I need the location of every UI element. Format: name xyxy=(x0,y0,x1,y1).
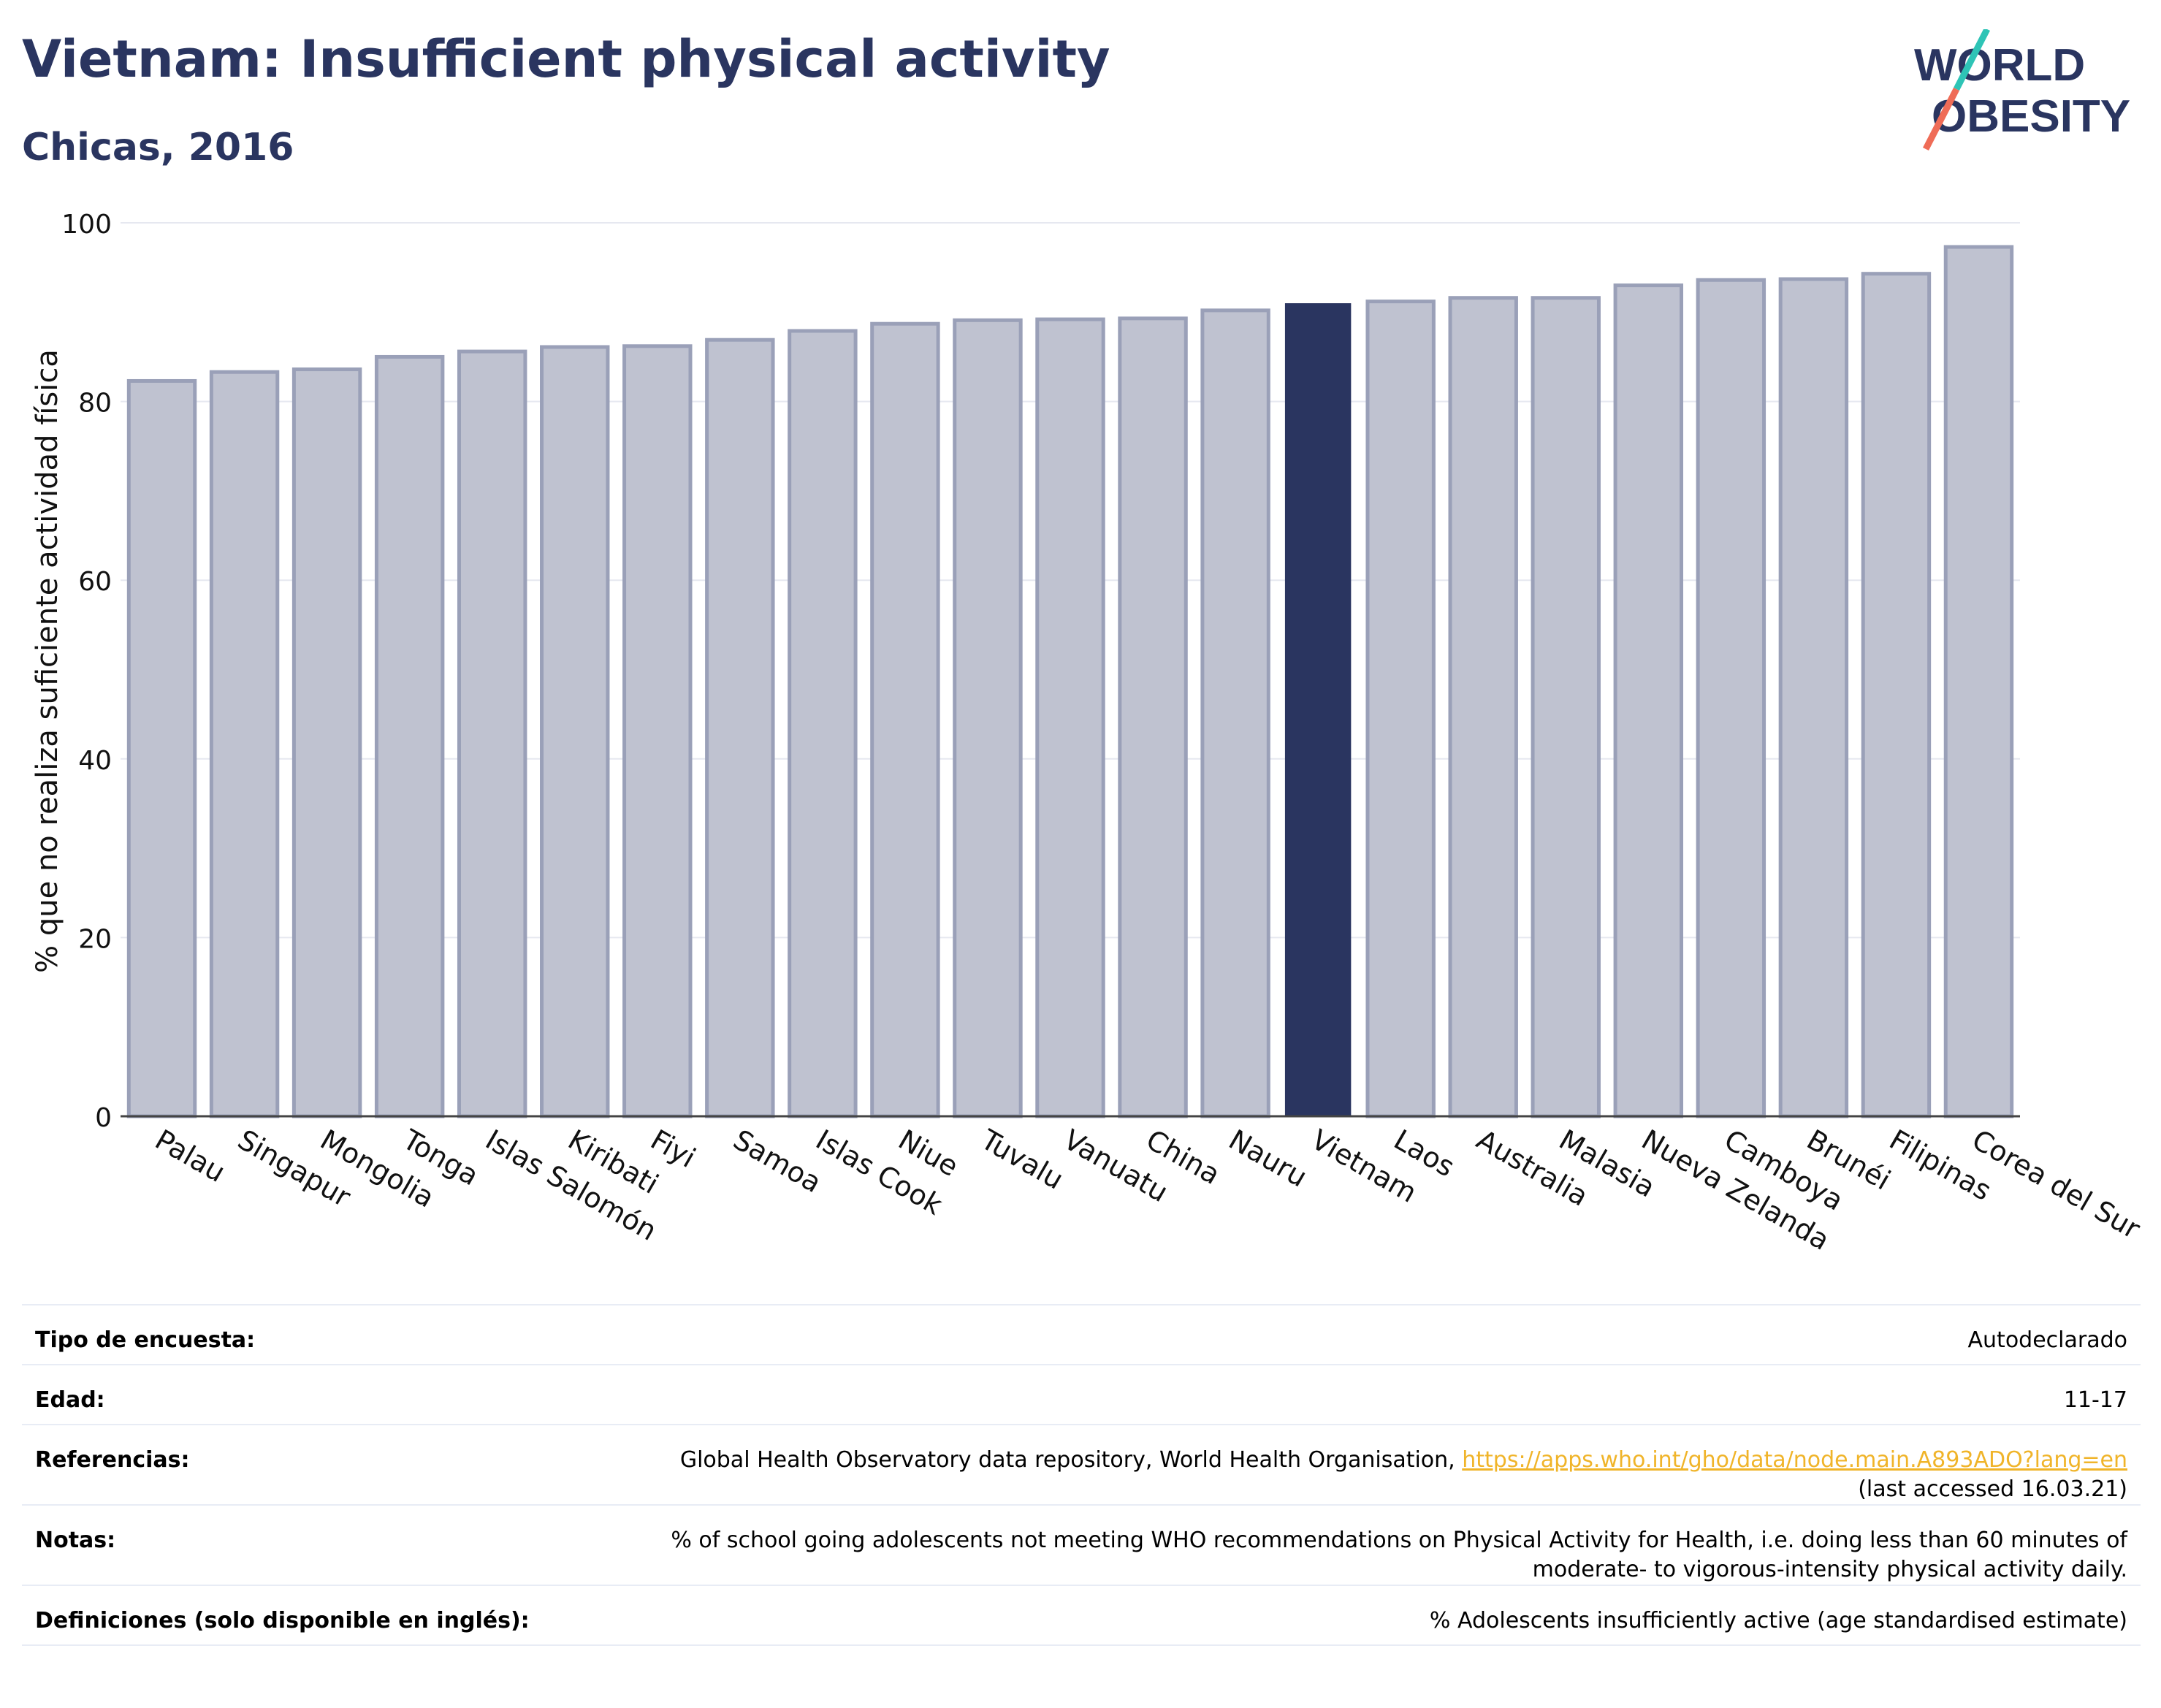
logo-slash-red xyxy=(1922,87,1960,151)
bars xyxy=(126,245,2014,1118)
bar-china xyxy=(1118,316,1188,1118)
bar-singapur xyxy=(209,370,280,1118)
y-tick-label: 60 xyxy=(78,567,112,597)
info-row-definitions: Definiciones (solo disponible en inglés)… xyxy=(22,1585,2141,1646)
bar-laos xyxy=(1365,300,1436,1118)
notes-line-2: moderate- to vigorous-intensity physical… xyxy=(1532,1557,2127,1582)
bar-nauru xyxy=(1200,308,1270,1118)
bar-fiyi xyxy=(622,344,693,1118)
world-obesity-logo: WORLD OBESITY xyxy=(1914,29,2130,151)
info-row-survey: Tipo de encuesta: Autodeclarado xyxy=(22,1304,2141,1365)
bar-malasia xyxy=(1531,296,1601,1118)
y-tick-label: 0 xyxy=(95,1103,112,1133)
y-tick-label: 100 xyxy=(61,210,112,240)
bar-chart: 0 20 40 60 80 100 Palau SingapurMongoliaTongaI… xyxy=(31,210,2146,1257)
bar-kiribati xyxy=(540,345,610,1118)
references-accessed: (last accessed 16.03.21) xyxy=(1858,1476,2127,1502)
y-axis-label: % que no realiza suficiente actividad fí… xyxy=(31,349,64,973)
bar-brun-i xyxy=(1778,277,1849,1118)
bar-islas-cook xyxy=(788,329,858,1118)
y-tick-label: 80 xyxy=(78,389,112,419)
bar-niue xyxy=(870,321,940,1118)
age-label: Edad: xyxy=(22,1364,546,1425)
info-table: Tipo de encuesta: Autodeclarado Edad: 11… xyxy=(22,1304,2141,1646)
bar-tonga xyxy=(374,354,445,1118)
age-value: 11-17 xyxy=(546,1364,2141,1425)
bar-mongolia xyxy=(291,367,362,1118)
survey-type-label: Tipo de encuesta: xyxy=(22,1304,546,1365)
info-row-age: Edad: 11-17 xyxy=(22,1364,2141,1425)
bar-corea-del-sur xyxy=(1943,245,2014,1118)
survey-type-value: Autodeclarado xyxy=(546,1304,2141,1365)
references-text: Global Health Observatory data repositor… xyxy=(679,1447,1455,1473)
info-row-notes: Notas: % of school going adolescents not… xyxy=(22,1504,2141,1585)
page-title: Vietnam: Insufficient physical activity xyxy=(22,29,1110,89)
bar-palau xyxy=(126,378,197,1118)
notes-value: % of school going adolescents not meetin… xyxy=(546,1504,2141,1585)
references-link[interactable]: https://apps.who.int/gho/data/node.main.… xyxy=(1462,1447,2127,1473)
definitions-label: Definiciones (solo disponible en inglés)… xyxy=(22,1585,546,1646)
bar-tuvalu xyxy=(953,318,1023,1118)
bar-vietnam xyxy=(1284,303,1352,1116)
bar-vanuatu xyxy=(1035,317,1105,1118)
references-value: Global Health Observatory data repositor… xyxy=(546,1424,2141,1505)
page-subtitle: Chicas, 2016 xyxy=(22,126,294,169)
x-tick-label: Nauru xyxy=(1224,1124,1313,1194)
bar-filipinas xyxy=(1861,272,1932,1118)
logo-text-obesity: OBESITY xyxy=(1932,91,2130,142)
y-tick-labels: 0 20 40 60 80 100 xyxy=(61,210,112,1133)
x-tick-label: Samoa xyxy=(728,1124,826,1200)
info-row-references: Referencias: Global Health Observatory d… xyxy=(22,1424,2141,1505)
logo-text-world: WORLD xyxy=(1914,40,2085,91)
y-tick-label: 40 xyxy=(78,746,112,776)
bar-nueva-zelanda xyxy=(1613,283,1684,1118)
bar-camboya xyxy=(1696,278,1766,1118)
notes-label: Notas: xyxy=(22,1504,546,1585)
x-tick-label: Tuvalu xyxy=(975,1123,1069,1196)
logo-slash-teal xyxy=(1953,29,1991,91)
bar-islas-salom-n xyxy=(457,349,527,1118)
references-label: Referencias: xyxy=(22,1424,546,1505)
x-tick-label: Palau xyxy=(150,1124,231,1189)
notes-line-1: % of school going adolescents not meetin… xyxy=(671,1528,2127,1553)
bar-samoa xyxy=(705,338,775,1118)
bar-australia xyxy=(1448,296,1518,1118)
definitions-value: % Adolescents insufficiently active (age… xyxy=(546,1585,2141,1646)
y-tick-label: 20 xyxy=(78,924,112,954)
